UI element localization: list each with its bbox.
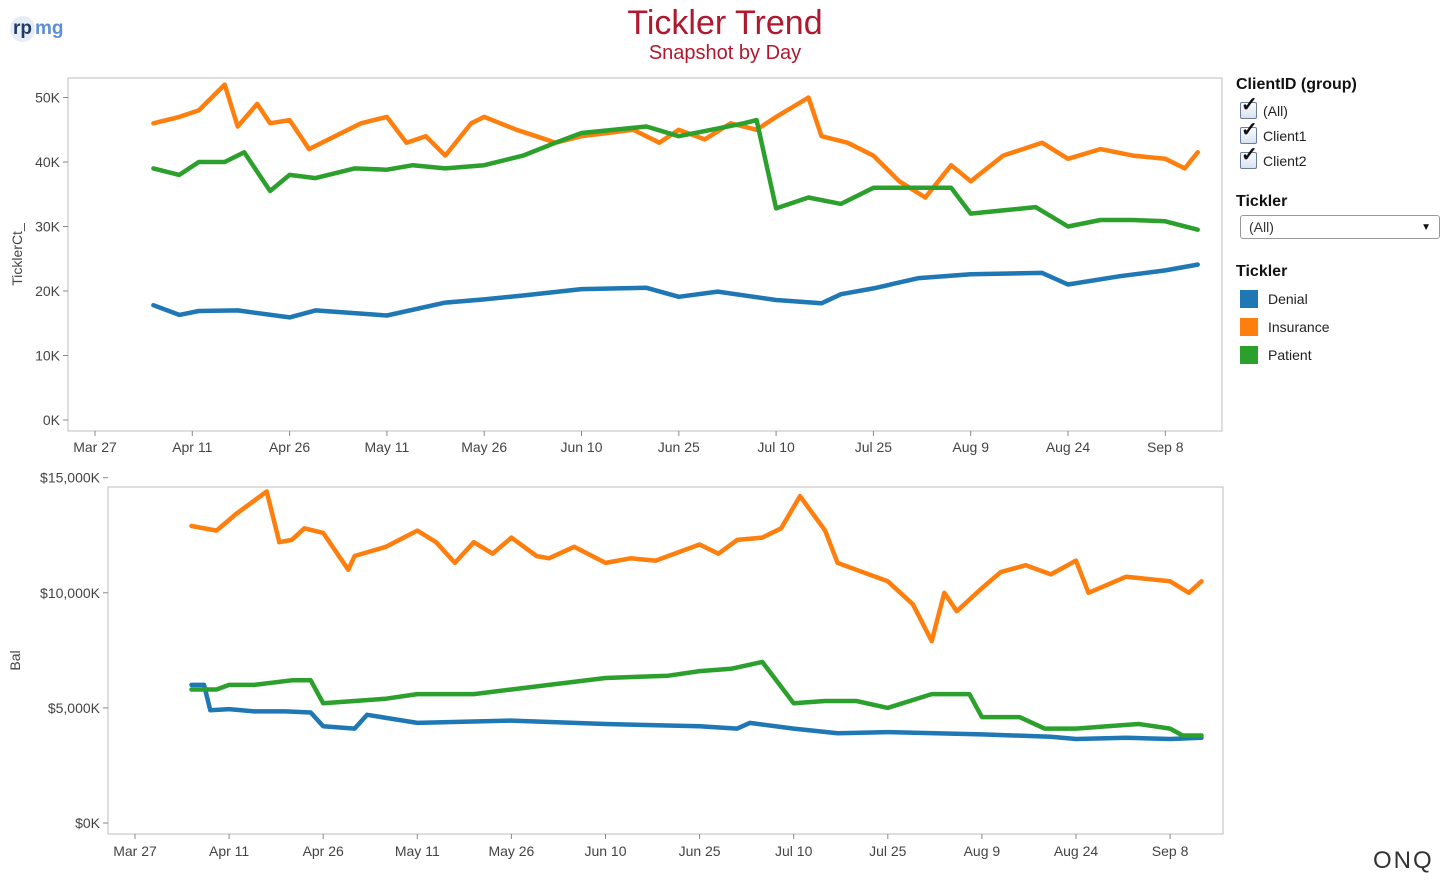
x-tick-label: Sep 8 <box>1152 843 1189 859</box>
onq-logo: ONQ <box>1373 847 1434 874</box>
client-option-label: Client2 <box>1263 152 1307 169</box>
client-option-label: (All) <box>1263 102 1288 119</box>
tickler-dropdown[interactable]: (All) ▼ <box>1240 215 1440 239</box>
y-tick-label: $10,000K <box>40 585 101 601</box>
series-line-insurance <box>189 489 1204 644</box>
checkbox-client1[interactable]: ✓ <box>1240 120 1258 144</box>
series-line-patient <box>189 659 1204 738</box>
y-tick-label: 20K <box>35 283 61 299</box>
legend-label: Patient <box>1268 347 1312 363</box>
legend-item-denial[interactable]: Denial <box>1236 285 1446 313</box>
client-option-client1[interactable]: ✓ Client1 <box>1236 120 1446 148</box>
x-tick-label: Mar 27 <box>113 843 157 859</box>
x-tick-label: Apr 26 <box>269 439 310 455</box>
legend-swatch-insurance <box>1240 318 1258 336</box>
logo-part-mg: mg <box>35 18 64 39</box>
plot-frame-1 <box>67 77 1223 432</box>
logo-part-rp: rp <box>10 16 35 42</box>
legend-label: Insurance <box>1268 319 1330 335</box>
checkmark-icon: ✓ <box>1241 119 1258 141</box>
checkbox-all[interactable]: ✓ <box>1240 95 1258 119</box>
client-option-client2[interactable]: ✓ Client2 <box>1236 145 1446 173</box>
y-tick-label: $5,000K <box>48 700 101 716</box>
x-tick-label: Jul 10 <box>775 843 813 859</box>
x-tick-label: May 11 <box>364 439 409 455</box>
x-tick-label: May 11 <box>395 843 440 859</box>
legend-title: Tickler <box>1236 263 1288 280</box>
chevron-down-icon: ▼ <box>1421 221 1431 233</box>
y-tick-label: 10K <box>35 348 61 364</box>
x-tick-label: May 26 <box>461 439 507 455</box>
legend-item-patient[interactable]: Patient <box>1236 341 1446 369</box>
plot-frame-2 <box>107 486 1224 835</box>
y-tick-label: 30K <box>35 219 61 235</box>
series-line-denial <box>189 682 1204 742</box>
y-axis-title: TicklerCt_ <box>9 223 25 286</box>
x-tick-label: Jul 10 <box>757 439 795 455</box>
checkbox-client2[interactable]: ✓ <box>1240 145 1258 169</box>
x-tick-label: Aug 9 <box>964 843 1001 859</box>
x-tick-label: Apr 11 <box>172 439 212 455</box>
rpmg-logo: rp mg <box>10 16 80 46</box>
x-tick-label: May 26 <box>488 843 534 859</box>
y-axis-title: Bal <box>7 650 23 670</box>
chart-title: Tickler Trend <box>627 4 823 42</box>
legend-swatch-denial <box>1240 290 1258 308</box>
client-option-label: Client1 <box>1263 127 1307 144</box>
x-tick-label: Aug 24 <box>1046 439 1091 455</box>
x-tick-label: Mar 27 <box>73 439 117 455</box>
legend-label: Denial <box>1268 291 1308 307</box>
x-tick-label: Aug 9 <box>952 439 989 455</box>
y-tick-label: 0K <box>43 412 61 428</box>
client-filter-title: ClientID (group) <box>1236 76 1357 93</box>
x-tick-label: Apr 26 <box>303 843 344 859</box>
y-tick-label: 40K <box>35 154 61 170</box>
tickler-dropdown-value: (All) <box>1249 219 1274 235</box>
series-line-patient <box>151 117 1200 232</box>
x-tick-label: Jun 25 <box>679 843 721 859</box>
x-tick-label: Jul 25 <box>855 439 893 455</box>
x-tick-label: Jun 10 <box>584 843 626 859</box>
tickler-filter-title: Tickler <box>1236 193 1288 210</box>
legend-item-insurance[interactable]: Insurance <box>1236 313 1446 341</box>
legend-swatch-patient <box>1240 346 1258 364</box>
x-tick-label: Aug 24 <box>1054 843 1099 859</box>
y-tick-label: $15,000K <box>40 470 101 486</box>
x-tick-label: Jun 10 <box>560 439 602 455</box>
client-option-all[interactable]: ✓ (All) <box>1236 95 1446 123</box>
x-tick-label: Jul 25 <box>869 843 907 859</box>
chart-subtitle: Snapshot by Day <box>648 42 802 64</box>
checkmark-icon: ✓ <box>1241 94 1258 116</box>
checkmark-icon: ✓ <box>1241 144 1258 166</box>
x-tick-label: Jun 25 <box>658 439 700 455</box>
x-tick-label: Apr 11 <box>209 843 249 859</box>
series-line-denial <box>151 262 1200 320</box>
y-tick-label: 50K <box>35 90 61 106</box>
y-tick-label: $0K <box>75 815 101 831</box>
x-tick-label: Sep 8 <box>1147 439 1184 455</box>
filter-legend-panel: ClientID (group) ✓ (All) ✓ Client1 ✓ Cli… <box>1236 76 1446 369</box>
series-line-insurance <box>151 82 1200 200</box>
